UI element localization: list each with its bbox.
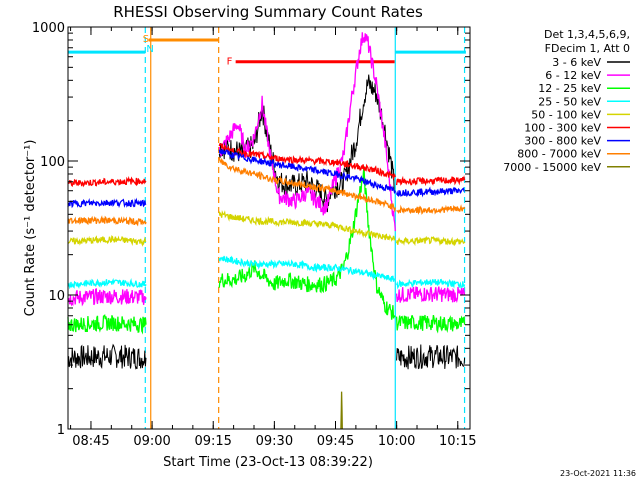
- x-tick-label-08:45: 08:45: [72, 434, 109, 449]
- series-segment-0: [67, 215, 147, 227]
- legend-label-6: 300 - 800 keV: [524, 135, 601, 148]
- legend-label-1: 6 - 12 keV: [545, 69, 601, 82]
- series-segment-0: [67, 343, 147, 370]
- series-segment-2: [395, 286, 466, 304]
- series-segment-0: [67, 235, 147, 247]
- x-tick-label-10:15: 10:15: [439, 434, 476, 449]
- y-tick-label-1: 1: [57, 423, 65, 438]
- series-300-800-kev: [67, 149, 465, 209]
- legend-label-8: 7000 - 15000 keV: [503, 161, 601, 174]
- timestamp-label: 23-Oct-2021 11:36: [560, 469, 636, 478]
- series-segment-0: [67, 314, 147, 335]
- legend-label-4: 50 - 100 keV: [531, 108, 601, 121]
- series-segment-2: [396, 344, 466, 370]
- y-tick-label-10: 10: [48, 289, 65, 304]
- legend: Det 1,3,4,5,6,9,FDecim 1, Att 03 - 6 keV…: [503, 28, 630, 174]
- x-tick-label-09:30: 09:30: [256, 434, 293, 449]
- y-tick-label-1000: 1000: [32, 21, 65, 36]
- plot-frame: [67, 26, 471, 430]
- x-tick-label-10:00: 10:00: [378, 434, 415, 449]
- plot-area: SN F: [67, 27, 466, 430]
- y-axis-label: Count Rate (s⁻¹ detector⁻¹): [23, 140, 38, 317]
- series-segment-0: [67, 288, 147, 307]
- x-tick-label-09:15: 09:15: [194, 434, 231, 449]
- legend-header-1: FDecim 1, Att 0: [545, 42, 630, 55]
- legend-label-3: 25 - 50 keV: [538, 95, 601, 108]
- series-segment-1: [218, 209, 396, 242]
- series-100-300-kev: [67, 143, 466, 188]
- annotation-n: N: [146, 44, 153, 55]
- axis-ticks: 08:45 09:00 09:15 09:30 09:45 10:00 10:15 1 10 10…: [32, 21, 477, 449]
- series-segment-1: [218, 149, 396, 194]
- series-segment-0: [67, 197, 147, 209]
- series-12-25-kev: [67, 166, 466, 335]
- series-segment-1: [218, 255, 396, 282]
- chart-title: RHESSI Observing Summary Count Rates: [113, 3, 423, 21]
- series-50-100-kev: [67, 209, 466, 247]
- legend-label-7: 800 - 7000 keV: [517, 148, 601, 161]
- x-tick-label-09:00: 09:00: [133, 434, 170, 449]
- x-tick-label-09:45: 09:45: [317, 434, 354, 449]
- series-segment-2: [395, 278, 466, 290]
- series-segment-0: [67, 175, 147, 188]
- series-segment-2: [395, 175, 466, 187]
- series-segment-1: [218, 166, 396, 320]
- series-segment-2: [395, 314, 466, 334]
- annotation-f: F: [227, 57, 233, 68]
- series-25-50-kev: [67, 255, 466, 290]
- legend-header-0: Det 1,3,4,5,6,9,: [544, 28, 630, 41]
- legend-label-0: 3 - 6 keV: [552, 56, 601, 69]
- series-segment-0: [67, 277, 147, 290]
- series-7000-15000-kev: [340, 391, 343, 430]
- legend-label-2: 12 - 25 keV: [538, 82, 601, 95]
- series-800-7000-kev: [67, 157, 466, 227]
- series-segment-2: [396, 204, 466, 215]
- annotation-s: S: [143, 34, 149, 45]
- series-segment-1: [218, 143, 396, 181]
- series-segment-2: [395, 186, 465, 198]
- series-segment-1: [218, 157, 396, 213]
- series-segment-0: [340, 391, 343, 430]
- y-tick-label-100: 100: [40, 155, 65, 170]
- x-axis-label: Start Time (23-Oct-13 08:39:22): [163, 455, 373, 470]
- series-segment-2: [395, 235, 466, 247]
- legend-label-5: 100 - 300 keV: [524, 122, 601, 135]
